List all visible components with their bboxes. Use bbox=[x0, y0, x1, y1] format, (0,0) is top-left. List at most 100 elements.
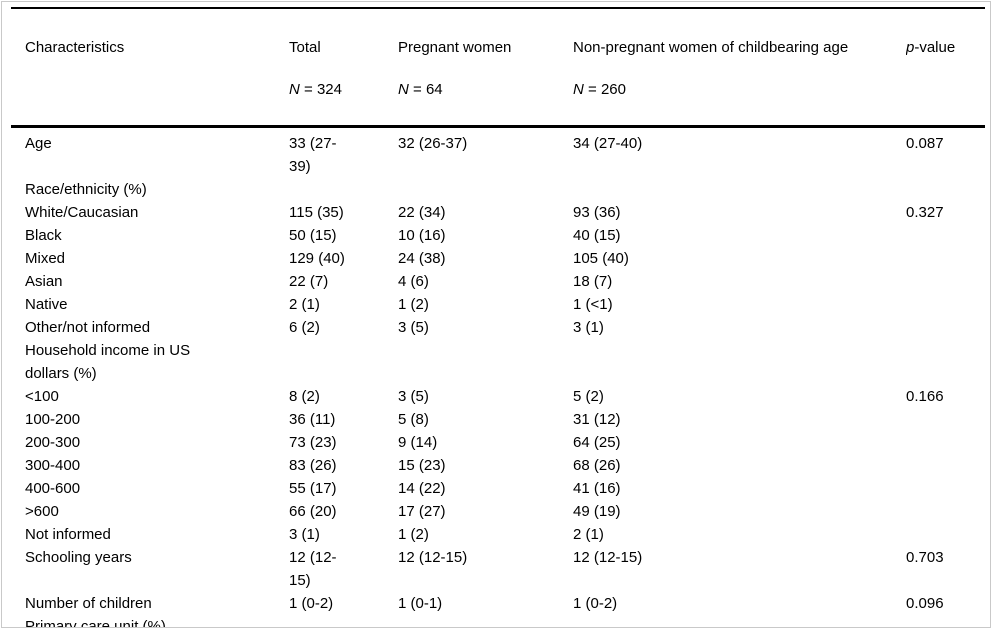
cell-characteristic: Mixed bbox=[25, 250, 66, 267]
cell-nonpregnant: 3 (1) bbox=[573, 319, 604, 336]
cell-nonpregnant bbox=[573, 178, 906, 201]
table-row: Schooling years 12 (12- 15) 12 (12-15) 1… bbox=[11, 546, 985, 592]
cell-pregnant bbox=[398, 178, 573, 201]
cell-nonpregnant: 40 (15) bbox=[573, 227, 621, 244]
cell-characteristic: Other/not informed bbox=[25, 319, 151, 336]
table-row: Not informed 3 (1) 1 (2) 2 (1) bbox=[11, 523, 985, 546]
table-row: Mixed 129 (40) 24 (38) 105 (40) bbox=[11, 247, 985, 270]
cell-pvalue bbox=[906, 454, 985, 477]
cell-nonpregnant: 1 (0-2) bbox=[573, 595, 618, 612]
cell-pvalue bbox=[906, 477, 985, 500]
cell-total: 22 (7) bbox=[289, 273, 329, 290]
cell-total: 129 (40) bbox=[289, 250, 345, 267]
cell-nonpregnant: 2 (1) bbox=[573, 526, 604, 543]
cell-nonpregnant: 34 (27-40) bbox=[573, 135, 643, 152]
cell-pvalue bbox=[906, 178, 985, 201]
header-characteristics: Characteristics bbox=[11, 8, 289, 127]
cell-pvalue bbox=[906, 500, 985, 523]
header-pregnant: Pregnant women N = 64 bbox=[398, 8, 573, 127]
cell-pvalue bbox=[906, 523, 985, 546]
cell-pregnant: 5 (8) bbox=[398, 411, 429, 428]
cell-pregnant: 12 (12-15) bbox=[398, 549, 468, 566]
cell-pregnant: 14 (22) bbox=[398, 480, 446, 497]
table-row: 400-600 55 (17) 14 (22) 41 (16) bbox=[11, 477, 985, 500]
cell-pregnant: 9 (14) bbox=[398, 434, 438, 451]
cell-total bbox=[289, 339, 398, 385]
cell-total: 33 (27- 39) bbox=[289, 135, 337, 175]
table-row: 100-200 36 (11) 5 (8) 31 (12) bbox=[11, 408, 985, 431]
table-row: Household income in US dollars (%) bbox=[11, 339, 985, 385]
cell-total bbox=[289, 178, 398, 201]
cell-nonpregnant: 41 (16) bbox=[573, 480, 621, 497]
cell-pvalue bbox=[906, 247, 985, 270]
cell-characteristic: >600 bbox=[25, 503, 59, 520]
table-row: Primary care unit (%) bbox=[11, 615, 985, 627]
cell-total: 66 (20) bbox=[289, 503, 337, 520]
cell-pvalue: 0.087 bbox=[906, 135, 944, 152]
table-row: Black 50 (15) 10 (16) 40 (15) bbox=[11, 224, 985, 247]
table-row: Asian 22 (7) 4 (6) 18 (7) bbox=[11, 270, 985, 293]
cell-characteristic: 400-600 bbox=[25, 480, 81, 497]
cell-nonpregnant: 12 (12-15) bbox=[573, 549, 643, 566]
cell-pvalue bbox=[906, 408, 985, 431]
cell-characteristic: Native bbox=[25, 296, 68, 313]
cell-characteristic: 300-400 bbox=[25, 457, 81, 474]
cell-total: 2 (1) bbox=[289, 296, 320, 313]
table-row: Number of children 1 (0-2) 1 (0-1) 1 (0-… bbox=[11, 592, 985, 615]
cell-nonpregnant: 5 (2) bbox=[573, 388, 604, 405]
table-body: Age 33 (27- 39) 32 (26-37) 34 (27-40) 0.… bbox=[11, 127, 985, 627]
cell-characteristic: Asian bbox=[25, 273, 63, 290]
cell-pregnant: 32 (26-37) bbox=[398, 135, 468, 152]
cell-total: 115 (35) bbox=[289, 204, 344, 221]
cell-pregnant: 1 (0-1) bbox=[398, 595, 443, 612]
cell-pvalue: 0.166 bbox=[906, 388, 944, 405]
cell-pregnant: 15 (23) bbox=[398, 457, 446, 474]
cell-characteristic: 100-200 bbox=[25, 411, 81, 428]
cell-nonpregnant: 31 (12) bbox=[573, 411, 621, 428]
cell-nonpregnant bbox=[573, 615, 906, 627]
cell-total: 55 (17) bbox=[289, 480, 337, 497]
column-label-pregnant: Pregnant women bbox=[398, 39, 512, 56]
cell-total: 3 (1) bbox=[289, 526, 320, 543]
cell-total: 12 (12- 15) bbox=[289, 549, 337, 589]
cell-pvalue bbox=[906, 270, 985, 293]
cell-nonpregnant: 68 (26) bbox=[573, 457, 621, 474]
table-row: 300-400 83 (26) 15 (23) 68 (26) bbox=[11, 454, 985, 477]
cell-pvalue bbox=[906, 615, 985, 627]
column-n-total: N = 324 bbox=[289, 81, 342, 98]
cell-pvalue: 0.703 bbox=[906, 549, 944, 566]
column-n-pregnant: N = 64 bbox=[398, 81, 443, 98]
cell-nonpregnant: 1 (<1) bbox=[573, 296, 613, 313]
cell-total: 83 (26) bbox=[289, 457, 337, 474]
column-n-nonpregnant: N = 260 bbox=[573, 81, 626, 98]
cell-characteristic: Number of children bbox=[25, 595, 152, 612]
cell-pvalue bbox=[906, 316, 985, 339]
header-pvalue: p-value bbox=[906, 8, 985, 127]
cell-nonpregnant: 64 (25) bbox=[573, 434, 621, 451]
table-row: Age 33 (27- 39) 32 (26-37) 34 (27-40) 0.… bbox=[11, 127, 985, 179]
cell-total: 36 (11) bbox=[289, 411, 336, 428]
cell-total: 6 (2) bbox=[289, 319, 320, 336]
cell-characteristic: Household income in US dollars (%) bbox=[25, 342, 191, 382]
column-label-characteristics: Characteristics bbox=[25, 39, 125, 56]
column-label-total: Total bbox=[289, 39, 321, 56]
cell-nonpregnant: 93 (36) bbox=[573, 204, 621, 221]
cell-characteristic: Not informed bbox=[25, 526, 111, 543]
cell-pvalue: 0.327 bbox=[906, 204, 944, 221]
cell-pregnant: 24 (38) bbox=[398, 250, 446, 267]
cell-characteristic: Schooling years bbox=[25, 549, 132, 566]
cell-pregnant: 1 (2) bbox=[398, 296, 429, 313]
cell-pvalue bbox=[906, 224, 985, 247]
cell-pregnant: 22 (34) bbox=[398, 204, 446, 221]
cell-total: 50 (15) bbox=[289, 227, 337, 244]
header-row: Characteristics Total N = 324 Pregnant w… bbox=[11, 8, 985, 127]
table-row: Native 2 (1) 1 (2) 1 (<1) bbox=[11, 293, 985, 316]
cell-total bbox=[289, 615, 398, 627]
cell-pregnant: 3 (5) bbox=[398, 319, 429, 336]
characteristics-table: Characteristics Total N = 324 Pregnant w… bbox=[11, 7, 985, 627]
cell-total: 1 (0-2) bbox=[289, 595, 334, 612]
table-header: Characteristics Total N = 324 Pregnant w… bbox=[11, 8, 985, 127]
column-label-pvalue: p-value bbox=[906, 39, 956, 56]
cell-total: 8 (2) bbox=[289, 388, 320, 405]
